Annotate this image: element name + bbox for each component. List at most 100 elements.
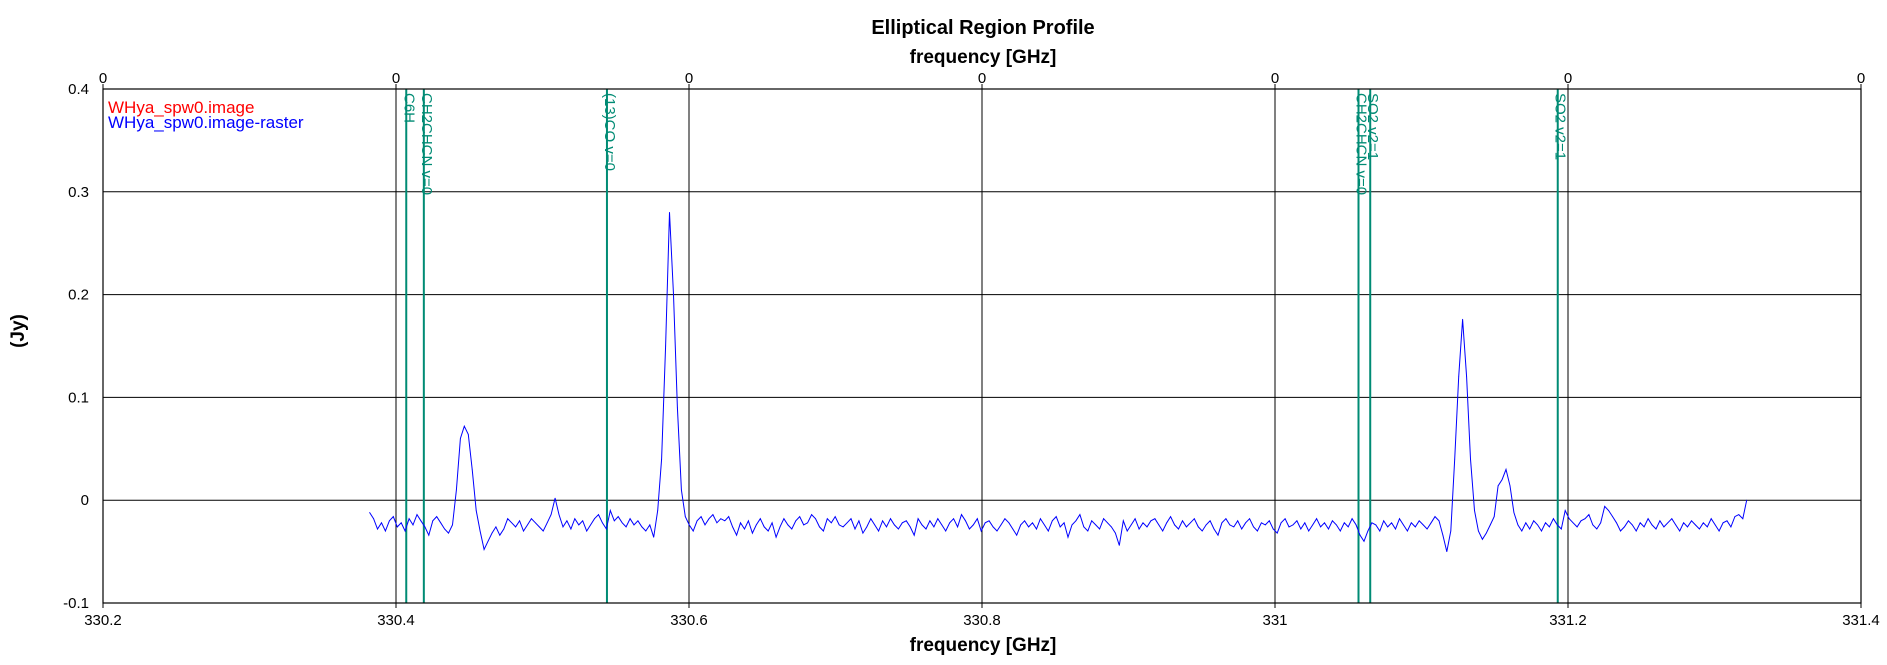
data-point: [546, 522, 548, 524]
data-point: [728, 516, 730, 517]
x-top-tick-label: 0: [392, 70, 400, 87]
data-point: [1521, 530, 1523, 532]
data-point: [1044, 524, 1045, 526]
data-point: [1182, 520, 1183, 522]
chart-title: Elliptical Region Profile: [871, 17, 1094, 39]
data-point: [700, 516, 702, 517]
data-point: [1363, 540, 1365, 542]
data-point: [479, 530, 481, 532]
data-point: [531, 518, 532, 520]
data-point: [633, 524, 635, 526]
data-point: [724, 520, 726, 522]
data-point: [1051, 520, 1053, 522]
data-point: [609, 510, 611, 511]
data-point: [1339, 530, 1341, 532]
data-point: [755, 524, 757, 526]
data-point: [1134, 518, 1136, 520]
data-point: [1312, 524, 1314, 526]
data-point: [1261, 522, 1262, 524]
data-point: [1170, 516, 1171, 517]
data-point: [878, 530, 879, 532]
data-point: [570, 528, 572, 530]
x-tick-label: 330.4: [377, 612, 415, 629]
data-point: [1466, 376, 1467, 378]
data-point: [1553, 518, 1554, 520]
data-point: [1399, 518, 1400, 520]
data-point: [582, 520, 584, 522]
data-point: [1280, 522, 1282, 524]
data-point: [1651, 524, 1653, 526]
data-point: [933, 526, 935, 528]
data-point: [1699, 528, 1700, 530]
data-point: [519, 520, 520, 522]
data-point: [1635, 530, 1637, 532]
data-point: [1304, 522, 1306, 524]
data-point: [456, 489, 457, 491]
data-point: [1746, 499, 1748, 501]
data-point: [617, 516, 619, 517]
data-point: [629, 518, 631, 520]
data-point: [606, 528, 607, 530]
x-top-tick-label: 0: [1564, 70, 1572, 87]
data-point: [917, 518, 919, 520]
data-point: [1225, 518, 1227, 520]
data-point: [515, 526, 516, 528]
data-point: [787, 524, 789, 526]
data-point: [913, 534, 915, 536]
data-point: [1422, 524, 1424, 526]
data-point: [1272, 528, 1274, 530]
spectral-line-label: (13)CO v=0: [601, 93, 618, 171]
data-point: [1509, 485, 1511, 487]
x-tick-label: 330.8: [963, 612, 1001, 629]
data-point: [1438, 520, 1440, 522]
data-point: [866, 526, 868, 528]
data-point: [436, 516, 438, 517]
data-point: [996, 530, 998, 532]
data-point: [649, 524, 651, 526]
data-point: [558, 514, 560, 515]
data-point: [803, 524, 805, 526]
data-point: [1560, 528, 1562, 530]
data-point: [1138, 528, 1140, 530]
data-point: [511, 522, 513, 524]
data-point: [1209, 520, 1211, 522]
data-point: [1154, 518, 1156, 520]
data-point: [1683, 522, 1684, 524]
data-point: [862, 532, 864, 534]
data-point: [463, 425, 465, 427]
x-tick-label: 331: [1262, 612, 1287, 629]
data-point: [736, 534, 737, 536]
data-point: [1556, 524, 1558, 526]
data-point: [945, 530, 947, 532]
data-point: [1268, 520, 1270, 522]
data-point: [972, 524, 974, 526]
data-point: [1742, 518, 1744, 520]
data-point: [1336, 524, 1337, 526]
data-point: [1695, 524, 1696, 526]
data-point: [759, 518, 761, 520]
data-point: [499, 534, 501, 536]
data-point: [1600, 522, 1602, 524]
data-point: [1580, 520, 1582, 522]
data-point: [1533, 520, 1535, 522]
data-point: [373, 518, 374, 520]
data-point: [1300, 528, 1302, 530]
data-point: [1375, 524, 1377, 526]
data-point: [1501, 479, 1503, 480]
data-point: [1734, 516, 1736, 517]
data-point: [1343, 522, 1345, 524]
x-tick-label: 330.2: [84, 612, 122, 629]
data-point: [1324, 522, 1325, 524]
data-point: [921, 524, 923, 526]
data-point: [621, 522, 623, 524]
data-point: [1296, 520, 1298, 522]
data-point: [408, 518, 410, 520]
x-top-tick-label: 0: [1271, 70, 1279, 87]
data-point: [1691, 520, 1692, 522]
x-tick-label: 331.2: [1549, 612, 1587, 629]
series-group: [369, 212, 1748, 552]
data-point: [1032, 522, 1033, 524]
data-point: [1643, 526, 1645, 528]
data-point: [369, 512, 370, 513]
